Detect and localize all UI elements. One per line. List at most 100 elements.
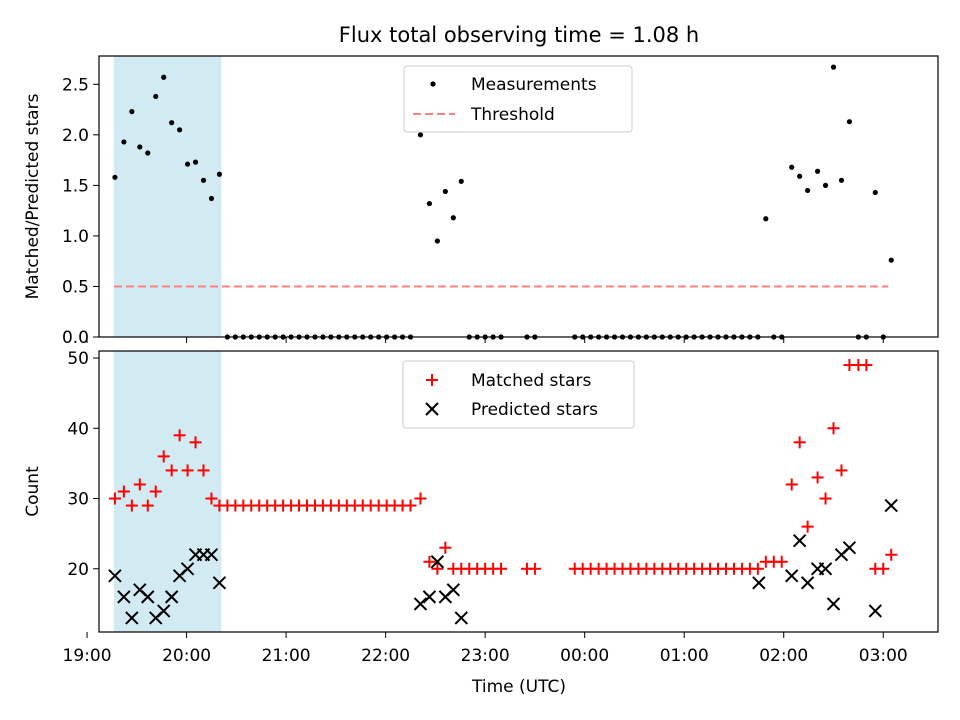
measurements-series	[112, 64, 894, 340]
matched-point	[173, 429, 186, 442]
matched-point	[117, 485, 130, 498]
predicted-point	[868, 604, 883, 618]
measurement-point	[830, 64, 837, 70]
y-tick-label: 1.5	[62, 176, 89, 196]
matched-point	[793, 436, 806, 449]
x-tick-label: 03:00	[859, 646, 908, 666]
x-ticks-top	[86, 337, 884, 343]
y-tick-label: 50	[67, 349, 89, 369]
measurement-point	[177, 127, 183, 133]
predicted-point	[180, 562, 195, 576]
matched-point	[775, 555, 788, 568]
measurement-point	[442, 188, 448, 195]
predicted-point	[800, 576, 815, 590]
measurement-point	[805, 187, 811, 194]
predicted-point	[212, 576, 227, 590]
predicted-point	[430, 555, 445, 569]
matched-point	[141, 499, 154, 512]
measurement-point	[789, 164, 795, 170]
matched-point	[885, 548, 898, 561]
highlight-rect	[113, 56, 222, 337]
y-tick-label: 20	[67, 560, 89, 580]
measurement-point	[200, 177, 207, 183]
legend-marker-measurements	[430, 81, 436, 87]
legend-top: Measurements Threshold	[403, 65, 633, 133]
predicted-point	[413, 597, 428, 611]
highlight-rect	[113, 351, 222, 632]
predicted-series	[108, 498, 898, 625]
measurement-point	[169, 120, 175, 126]
measurement-point	[888, 257, 894, 263]
matched-point	[819, 492, 832, 505]
legend-label-predicted: Predicted stars	[471, 400, 598, 420]
measurement-point	[153, 93, 159, 100]
predicted-point	[117, 590, 131, 604]
measurement-point	[145, 150, 151, 156]
legend-marker-matched	[426, 374, 438, 386]
matched-point	[165, 464, 178, 477]
measurement-point	[208, 195, 215, 202]
matched-point	[860, 359, 873, 372]
y-axis-top: 0.0 0.5 1.0 1.5 2.0 2.5	[62, 75, 99, 348]
matched-point	[811, 471, 824, 484]
predicted-point	[164, 590, 179, 604]
matched-point	[751, 562, 764, 575]
matched-point	[801, 520, 814, 533]
matched-point	[439, 541, 452, 554]
measurement-point	[814, 168, 821, 174]
measurement-point	[216, 171, 223, 177]
legend-label-matched: Matched stars	[471, 371, 591, 391]
measurement-point	[450, 215, 456, 221]
matched-point	[423, 555, 436, 568]
highlight-span-bottom	[113, 351, 222, 632]
legend-box-bottom	[402, 360, 635, 429]
matched-point	[133, 478, 146, 491]
y-tick-label: 2.0	[62, 126, 89, 146]
x-tick-label: 01:00	[660, 646, 709, 666]
x-tick-label: 22:00	[361, 646, 410, 666]
ratio-panel: 0.0 0.5 1.0 1.5 2.0 2.5 Matched/Predicted sta…	[23, 55, 939, 348]
measurement-point	[872, 189, 878, 196]
x-axis-label: Time (UTC)	[471, 677, 566, 697]
measurement-point	[137, 144, 143, 150]
legend-bottom: Matched stars Predicted stars	[402, 360, 635, 429]
measurement-point	[112, 174, 118, 180]
y-tick-label: 0.0	[62, 328, 89, 348]
highlight-span-top	[113, 56, 222, 337]
x-axis-bottom: 19:00 20:00 21:00 22:00 23:00 00:00 01:00 02:00…	[63, 632, 908, 666]
predicted-point	[752, 576, 766, 590]
matched-point	[189, 436, 202, 449]
matched-point	[877, 562, 890, 575]
y-axis-label-top: Matched/Predicted stars	[23, 93, 43, 299]
predicted-point	[842, 540, 857, 555]
measurement-point	[192, 159, 199, 165]
measurement-point	[184, 161, 191, 167]
legend-label-measurements: Measurements	[471, 75, 597, 95]
matched-point	[205, 492, 218, 505]
y-tick-label: 1.0	[62, 227, 89, 247]
measurement-point	[838, 177, 845, 183]
count-panel: 20 30 40 50 19:00 20:00 21:00 22:00 23:00 00:00 0…	[23, 349, 939, 697]
legend-box-top	[403, 65, 633, 133]
y-tick-label: 30	[67, 490, 89, 510]
predicted-point	[108, 569, 122, 583]
matched-point	[149, 485, 162, 498]
matched-point	[108, 492, 121, 505]
matched-series	[108, 359, 898, 575]
x-tick-label: 02:00	[759, 646, 808, 666]
predicted-point	[125, 611, 139, 625]
matched-point	[157, 450, 170, 463]
matched-point	[181, 464, 194, 477]
measurement-point	[161, 74, 167, 80]
legend-label-threshold: Threshold	[470, 105, 555, 125]
predicted-point	[784, 569, 799, 583]
matched-point	[431, 562, 444, 575]
measurement-point	[763, 216, 769, 222]
matched-point	[404, 499, 417, 512]
y-axis-bottom: 20 30 40 50	[67, 349, 99, 580]
measurement-point	[121, 139, 127, 145]
predicted-point	[884, 498, 898, 513]
matched-point	[197, 464, 210, 477]
legend-marker-predicted	[425, 402, 439, 416]
